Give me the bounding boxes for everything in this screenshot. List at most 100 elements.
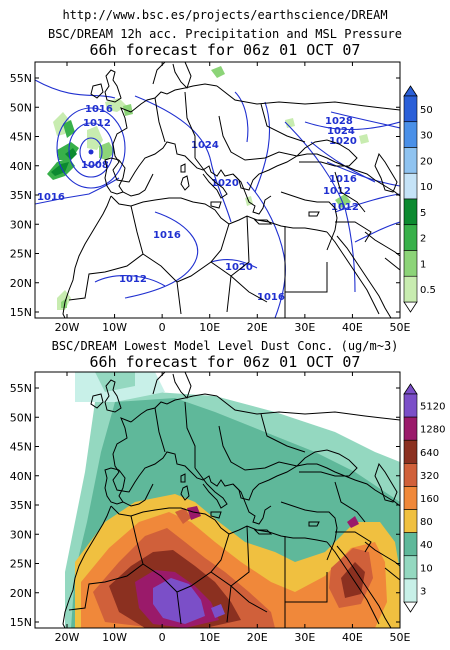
lon-tick-label: 20E (247, 631, 268, 644)
dust-colorbar: 5120 1280 640 320 160 80 40 10 3 (403, 383, 445, 613)
lon-tick-label: 40E (342, 631, 363, 644)
lat-tick-label: 30N (10, 218, 32, 231)
panel2-title-line2: 66h forecast for 06z 01 OCT 07 (89, 353, 361, 371)
dust-map: 55N 50N 45N 40N 35N 30N 25N 20N 15N 20W 10W 0 10E 20E… (10, 371, 411, 644)
lat-tick-label: 20N (10, 277, 32, 290)
lat-tick-label: 25N (10, 248, 32, 261)
colorbar-label: 320 (420, 471, 439, 482)
colorbar-label: 640 (420, 448, 439, 459)
panel1-title-line2: 66h forecast for 06z 01 OCT 07 (89, 41, 361, 59)
low-pressure-center (88, 149, 94, 155)
colorbar-swatch (403, 532, 418, 557)
lon-tick-label: 20W (55, 631, 80, 644)
lat-tick-label: 45N (10, 441, 32, 454)
isobar-label: 1020 (211, 178, 239, 189)
lon-tick-label: 20E (247, 321, 268, 334)
isobar-label: 1028 (325, 116, 353, 127)
colorbar-label: 1280 (420, 425, 445, 436)
precipitation-patches (47, 66, 369, 310)
lat-tick-label: 40N (10, 470, 32, 483)
colorbar-tip (403, 383, 418, 395)
panel2-axes: 55N 50N 45N 40N 35N 30N 25N 20N 15N 20W 10W 0 10E 20E… (10, 372, 411, 644)
lat-tick-label: 15N (10, 306, 32, 319)
lon-tick-label: 30E (294, 321, 315, 334)
colorbar-swatch (403, 95, 418, 123)
colorbar-label: 1 (420, 259, 426, 270)
lon-tick-label: 0 (159, 631, 166, 644)
lat-tick-label: 55N (10, 382, 32, 395)
lon-tick-label: 50E (390, 321, 411, 334)
lon-tick-label: 20W (55, 321, 80, 334)
colorbar-swatch (403, 172, 418, 200)
colorbar-tip (403, 601, 418, 613)
isobar-label: 1016 (37, 192, 65, 203)
lon-tick-label: 10W (102, 321, 127, 334)
colorbar-label: 50 (420, 105, 433, 116)
lat-tick-label: 50N (10, 411, 32, 424)
isobar-label: 1020 (329, 136, 357, 147)
lon-tick-label: 10E (199, 631, 220, 644)
colorbar-swatch (403, 486, 418, 510)
isobar-label: 1012 (331, 202, 359, 213)
isobar-label: 1024 (191, 140, 219, 151)
lat-tick-label: 15N (10, 616, 32, 629)
colorbar-tip (403, 85, 418, 97)
colorbar-tip (403, 301, 418, 313)
isobar-label: 1016 (153, 230, 181, 241)
precipitation-colorbar: 50 30 20 10 5 2 1 0.5 (403, 85, 436, 313)
map-frame (34, 61, 401, 319)
lat-tick-label: 30N (10, 528, 32, 541)
isobar-label: 1012 (83, 118, 111, 129)
colorbar-swatch (403, 275, 418, 303)
lat-tick-label: 25N (10, 558, 32, 571)
colorbar-label: 20 (420, 156, 433, 167)
isobar-label: 1020 (225, 262, 253, 273)
lat-tick-label: 35N (10, 189, 32, 202)
lat-tick-label: 20N (10, 587, 32, 600)
lon-tick-label: 10E (199, 321, 220, 334)
colorbar-label: 5120 (420, 402, 445, 413)
colorbar-swatch (403, 578, 418, 603)
lon-tick-label: 40E (342, 321, 363, 334)
isobar-label: 1016 (85, 104, 113, 115)
colorbar-label: 10 (420, 563, 433, 574)
isobar-label: 1024 (327, 126, 355, 137)
precipitation-map: 1016 1012 1008 1016 1024 1028 1024 1020 … (10, 61, 411, 334)
lon-tick-label: 30E (294, 631, 315, 644)
lat-tick-label: 35N (10, 499, 32, 512)
colorbar-swatch (403, 224, 418, 251)
lat-tick-label: 45N (10, 131, 32, 144)
panel1-axes: 55N 50N 45N 40N 35N 30N 25N 20N 15N 20W 10W 0 10E 20E… (10, 62, 411, 334)
lat-tick-label: 40N (10, 160, 32, 173)
colorbar-label: 3 (420, 586, 426, 597)
map-frame (34, 371, 401, 629)
colorbar-swatch (403, 509, 418, 533)
colorbar-label: 2 (420, 234, 426, 245)
panel2-title-line1: BSC/DREAM Lowest Model Level Dust Conc. … (51, 339, 399, 353)
colorbar-swatch (403, 198, 418, 226)
lon-tick-label: 0 (159, 321, 166, 334)
lon-tick-label: 10W (102, 631, 127, 644)
isobar-label: 1012 (119, 274, 147, 285)
isobar-label: 1016 (257, 292, 285, 303)
isobar-label: 1016 (329, 174, 357, 185)
colorbar-swatch (403, 147, 418, 174)
lat-tick-label: 55N (10, 72, 32, 85)
colorbar-swatch (403, 439, 418, 464)
colorbar-swatch (403, 463, 418, 487)
colorbar-label: 30 (420, 131, 433, 142)
colorbar-swatch (403, 250, 418, 277)
colorbar-swatch (403, 416, 418, 441)
colorbar-label: 0.5 (420, 285, 436, 296)
colorbar-label: 40 (420, 540, 433, 551)
colorbar-label: 5 (420, 208, 426, 219)
source-url: http://www.bsc.es/projects/earthscience/… (62, 8, 388, 22)
lat-tick-label: 50N (10, 101, 32, 114)
colorbar-label: 160 (420, 494, 439, 505)
isobar-label: 1008 (81, 160, 109, 171)
colorbar-swatch (403, 555, 418, 580)
colorbar-label: 10 (420, 182, 433, 193)
colorbar-label: 80 (420, 517, 433, 528)
panel1-title-line1: BSC/DREAM 12h acc. Precipitation and MSL… (47, 27, 402, 41)
